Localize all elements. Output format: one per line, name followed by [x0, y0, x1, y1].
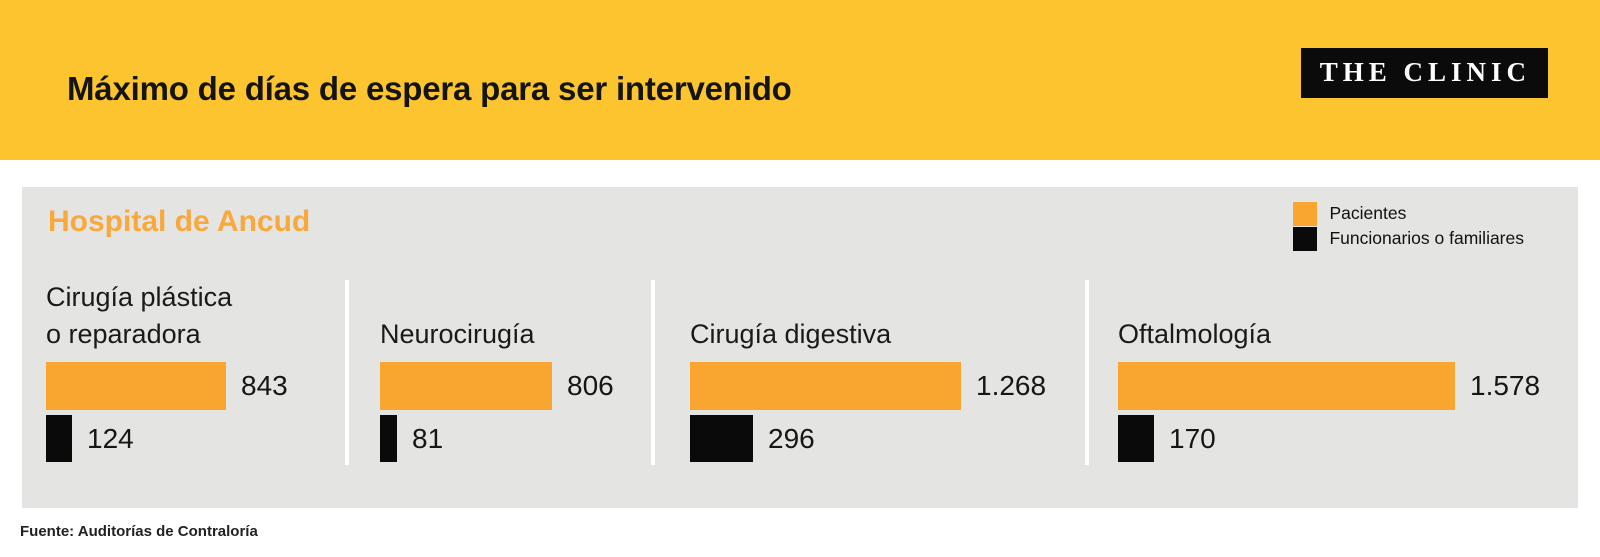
bar-pacientes: [1118, 362, 1455, 410]
bar-value-funcionarios: 81: [412, 422, 444, 454]
bar-row-funcionarios: 170: [1118, 415, 1578, 462]
bar-value-pacientes: 1.578: [1470, 370, 1541, 401]
bar-row-pacientes: 1.578: [1118, 362, 1578, 410]
category-label: Cirugía plástica o reparadora: [46, 270, 347, 362]
bar-row-funcionarios: 124: [46, 415, 347, 462]
hospital-title: Hospital de Ancud: [48, 205, 311, 238]
the-clinic-logo: THE CLINIC: [1300, 48, 1548, 98]
bar-pacientes: [46, 362, 226, 410]
legend: Pacientes Funcionarios o familiares: [1293, 201, 1524, 251]
bar-row-pacientes: 1.268: [690, 362, 1087, 410]
bar-value-pacientes: 1.268: [976, 370, 1047, 401]
chart-groups: Cirugía plástica o reparadora 843 124 Neuroc…: [22, 270, 1578, 465]
chart-group-4: Oftalmología 1.578 170: [1085, 270, 1578, 465]
bar-pacientes: [690, 362, 961, 410]
legend-label: Pacientes: [1329, 203, 1407, 223]
category-label: Oftalmología: [1118, 270, 1578, 362]
category-label: Cirugía digestiva: [690, 270, 1087, 362]
bar-funcionarios: [690, 415, 753, 462]
bar-value-pacientes: 806: [567, 370, 614, 401]
bar-pacientes: [380, 362, 552, 410]
legend-label: Funcionarios o familiares: [1329, 228, 1524, 248]
legend-item-pacientes: Pacientes: [1293, 201, 1524, 226]
chart-panel: Hospital de Ancud Pacientes Funcionarios…: [22, 187, 1578, 508]
chart-group-2: Neurocirugía 806 81: [345, 270, 653, 465]
bar-value-funcionarios: 170: [1169, 422, 1216, 454]
page-title: Máximo de días de espera para ser interv…: [67, 70, 792, 107]
category-label-line: Oftalmología: [1118, 319, 1272, 349]
chart-group-3: Cirugía digestiva 1.268 296: [651, 270, 1087, 465]
category-label-line: Cirugía digestiva: [690, 319, 892, 349]
category-label-line: Neurocirugía: [380, 319, 535, 349]
legend-swatch-funcionarios: [1293, 226, 1318, 251]
bar-row-pacientes: 806: [380, 362, 653, 410]
bar-funcionarios: [1118, 415, 1154, 462]
bar-funcionarios: [46, 415, 72, 462]
bar-row-funcionarios: 81: [380, 415, 653, 462]
header-bar: Máximo de días de espera para ser interv…: [0, 0, 1600, 160]
bar-value-funcionarios: 124: [87, 422, 134, 454]
legend-item-funcionarios: Funcionarios o familiares: [1293, 226, 1524, 251]
bar-value-pacientes: 843: [241, 370, 288, 401]
bar-funcionarios: [380, 415, 397, 462]
chart-group-1: Cirugía plástica o reparadora 843 124: [22, 270, 347, 462]
category-label-line: Cirugía plástica: [46, 282, 233, 312]
category-label: Neurocirugía: [380, 270, 653, 362]
category-label-line: o reparadora: [46, 319, 201, 349]
source-note: Fuente: Auditorías de Contraloría: [20, 523, 258, 540]
bar-row-pacientes: 843: [46, 362, 347, 410]
bar-row-funcionarios: 296: [690, 415, 1087, 462]
bar-value-funcionarios: 296: [768, 422, 815, 454]
legend-swatch-pacientes: [1293, 201, 1318, 226]
